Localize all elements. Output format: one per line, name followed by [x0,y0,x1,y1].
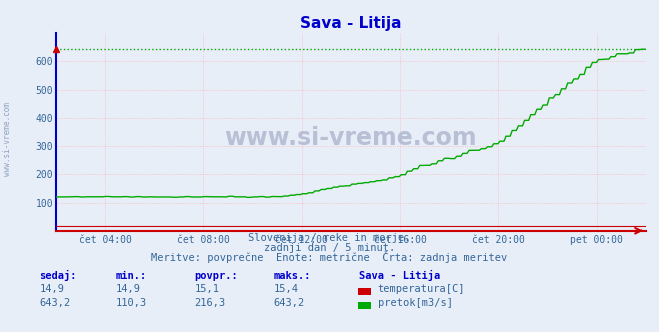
Text: temperatura[C]: temperatura[C] [378,284,465,294]
Text: min.:: min.: [115,271,146,281]
Text: 643,2: 643,2 [40,298,71,308]
Text: 15,1: 15,1 [194,284,219,294]
Text: pretok[m3/s]: pretok[m3/s] [378,298,453,308]
Text: Sava - Litija: Sava - Litija [359,270,440,281]
Text: 14,9: 14,9 [40,284,65,294]
Text: povpr.:: povpr.: [194,271,238,281]
Text: zadnji dan / 5 minut.: zadnji dan / 5 minut. [264,243,395,253]
Text: Slovenija / reke in morje.: Slovenija / reke in morje. [248,233,411,243]
Text: Meritve: povprečne  Enote: metrične  Črta: zadnja meritev: Meritve: povprečne Enote: metrične Črta:… [152,251,507,263]
Text: www.si-vreme.com: www.si-vreme.com [225,126,477,150]
Text: 643,2: 643,2 [273,298,304,308]
Text: maks.:: maks.: [273,271,311,281]
Title: Sava - Litija: Sava - Litija [300,16,402,31]
Text: 15,4: 15,4 [273,284,299,294]
Text: 14,9: 14,9 [115,284,140,294]
Text: 216,3: 216,3 [194,298,225,308]
Text: sedaj:: sedaj: [40,270,77,281]
Text: www.si-vreme.com: www.si-vreme.com [3,103,13,176]
Text: 110,3: 110,3 [115,298,146,308]
